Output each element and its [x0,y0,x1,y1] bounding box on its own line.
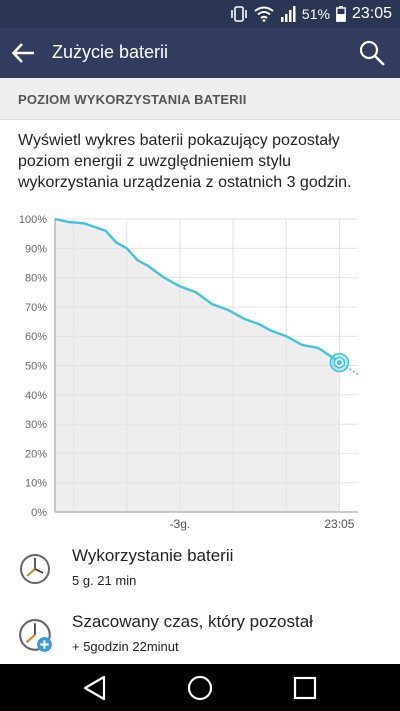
battery-usage-label: Wykorzystanie baterii [72,546,234,565]
remaining-time-label: Szacowany czas, który pozostał [72,612,313,631]
navigation-bar [0,664,400,711]
chart-y-tick-label: 20% [25,448,47,460]
battery-icon [336,6,346,22]
chart-x-tick-label: 23:05 [324,517,354,531]
battery-chart: 100% 90% 80% 70% 60% 50% 40% 30% 20% 10% 0% -3g. 23:… [0,208,400,538]
clock-plus-icon [19,619,52,652]
chart-y-tick-label: 100% [19,214,47,226]
chart-y-tick-label: 10% [25,478,47,490]
status-time: 23:05 [351,5,392,22]
chart-current-point [336,359,342,366]
page-title: Zużycie baterii [52,42,169,62]
arrow-left-icon[interactable] [10,39,38,67]
clock-icon [20,554,50,584]
chart-y-tick-label: 80% [25,273,47,285]
wifi-icon [254,6,274,22]
app-bar: Zużycie baterii [0,28,400,78]
remaining-time-row[interactable]: Szacowany czas, który pozostał + 5godzin… [0,612,400,668]
chart-x-tick-label: -3g. [170,517,191,531]
remaining-time-value: + 5godzin 22minut [72,639,179,654]
nav-home-icon[interactable] [185,673,215,703]
battery-usage-row[interactable]: Wykorzystanie baterii 5 g. 21 min [0,546,400,602]
chart-y-tick-label: 40% [25,390,47,402]
battery-percent: 51% [301,6,330,22]
battery-usage-value: 5 g. 21 min [72,573,137,588]
section-header-label: POZIOM WYKORZYSTANIA BATERII [18,92,247,107]
battery-chart-svg: 100% 90% 80% 70% 60% 50% 40% 30% 20% 10% 0% -3g. 23:… [19,214,359,531]
chart-y-tick-label: 60% [25,331,47,343]
status-icons: 51% 23:05 [230,4,392,24]
signal-icon [280,6,296,22]
status-bar: 51% 23:05 [0,0,400,28]
chart-y-tick-label: 0% [31,507,47,519]
chart-series-line [54,217,341,364]
search-icon[interactable] [358,39,386,67]
chart-y-tick-label: 30% [25,419,47,431]
section-header: POZIOM WYKORZYSTANIA BATERII [0,78,400,120]
vibrate-icon [231,6,247,22]
chart-y-tick-label: 50% [25,361,47,373]
chart-description: Wyświetl wykres baterii pokazujący pozos… [18,132,352,191]
nav-back-icon[interactable] [80,673,110,703]
chart-y-tick-label: 70% [25,302,47,314]
nav-recents-icon[interactable] [290,673,320,703]
chart-y-tick-label: 90% [25,243,47,255]
